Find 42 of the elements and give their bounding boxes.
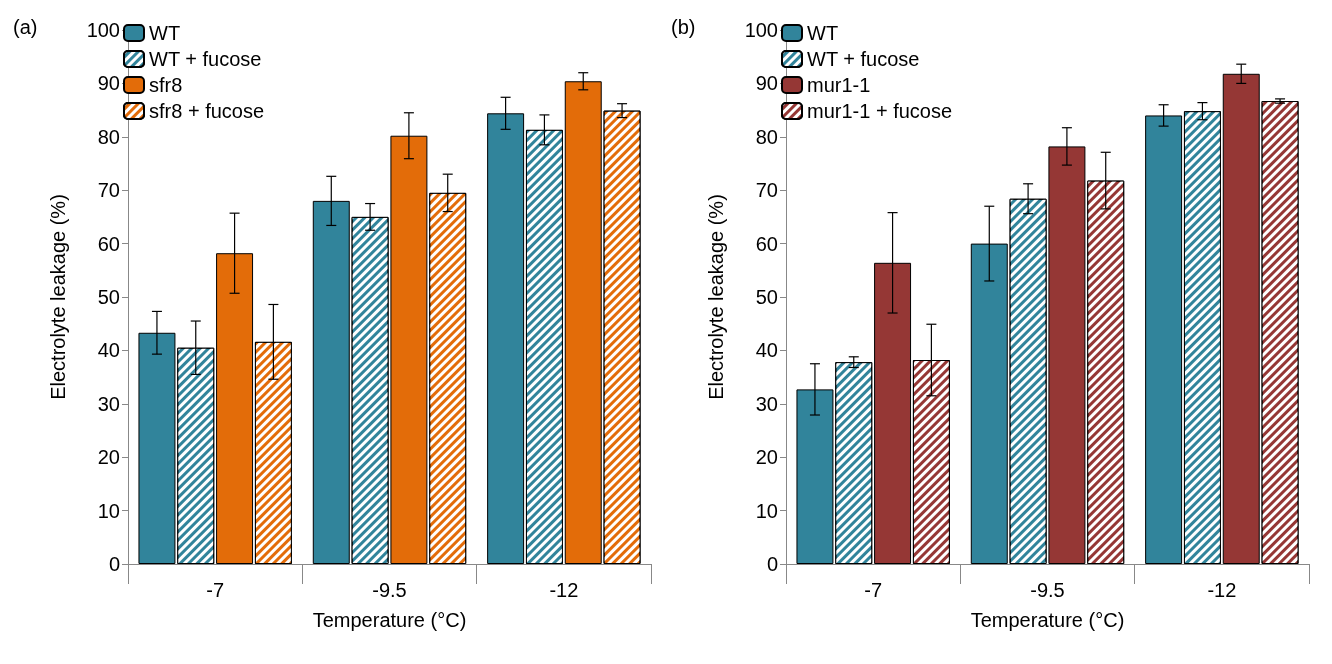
y-tick-label: 10 [755, 499, 778, 522]
y-tick-label: 10 [97, 499, 120, 522]
legend-label: sfr8 + fucose [149, 100, 265, 122]
y-tick-label: 50 [755, 286, 778, 308]
y-tick-label: 70 [97, 179, 120, 202]
x-axis-title: Temperature (°C) [970, 609, 1125, 631]
legend-label: mur1-1 [807, 74, 871, 96]
y-tick-label: 20 [97, 446, 120, 469]
y-tick-label: 90 [97, 72, 120, 95]
y-tick-label: 70 [755, 179, 778, 202]
y-tick-label: 80 [97, 125, 120, 148]
y-tick-label: 30 [97, 392, 120, 415]
y-tick-label: 0 [766, 553, 778, 575]
y-tick-label: 100 [86, 19, 120, 41]
y-tick-label: 80 [755, 125, 778, 148]
x-tick-label: -7 [206, 579, 225, 601]
x-tick-label: -9.5 [1030, 579, 1065, 601]
y-tick-label: 40 [755, 339, 778, 362]
x-axis-title: Temperature (°C) [312, 609, 467, 631]
x-tick-label: -12 [1207, 579, 1237, 601]
y-tick-label: 60 [755, 232, 778, 255]
legend-label: WT [149, 22, 181, 44]
chart-title: (b) [671, 16, 696, 38]
y-tick-label: 90 [755, 72, 778, 95]
legend-label: mur1-1 + fucose [807, 100, 953, 122]
y-tick-label: 100 [744, 19, 778, 41]
x-tick-label: -12 [549, 579, 579, 601]
y-tick-label: 60 [97, 232, 120, 255]
legend-label: sfr8 [149, 74, 183, 96]
y-axis-title: Electrolyte leakage (%) [705, 194, 727, 400]
y-tick-label: 20 [755, 446, 778, 469]
y-tick-label: 0 [108, 553, 120, 575]
x-tick-label: -7 [864, 579, 883, 601]
chart-title: (a) [13, 16, 38, 38]
y-tick-label: 30 [755, 392, 778, 415]
legend-label: WT [807, 22, 839, 44]
y-tick-label: 50 [97, 286, 120, 308]
legend-label: WT + fucose [807, 48, 920, 70]
x-tick-label: -9.5 [372, 579, 407, 601]
y-axis-title: Electrolyte leakage (%) [47, 194, 69, 400]
legend-label: WT + fucose [149, 48, 262, 70]
y-tick-label: 40 [97, 339, 120, 362]
